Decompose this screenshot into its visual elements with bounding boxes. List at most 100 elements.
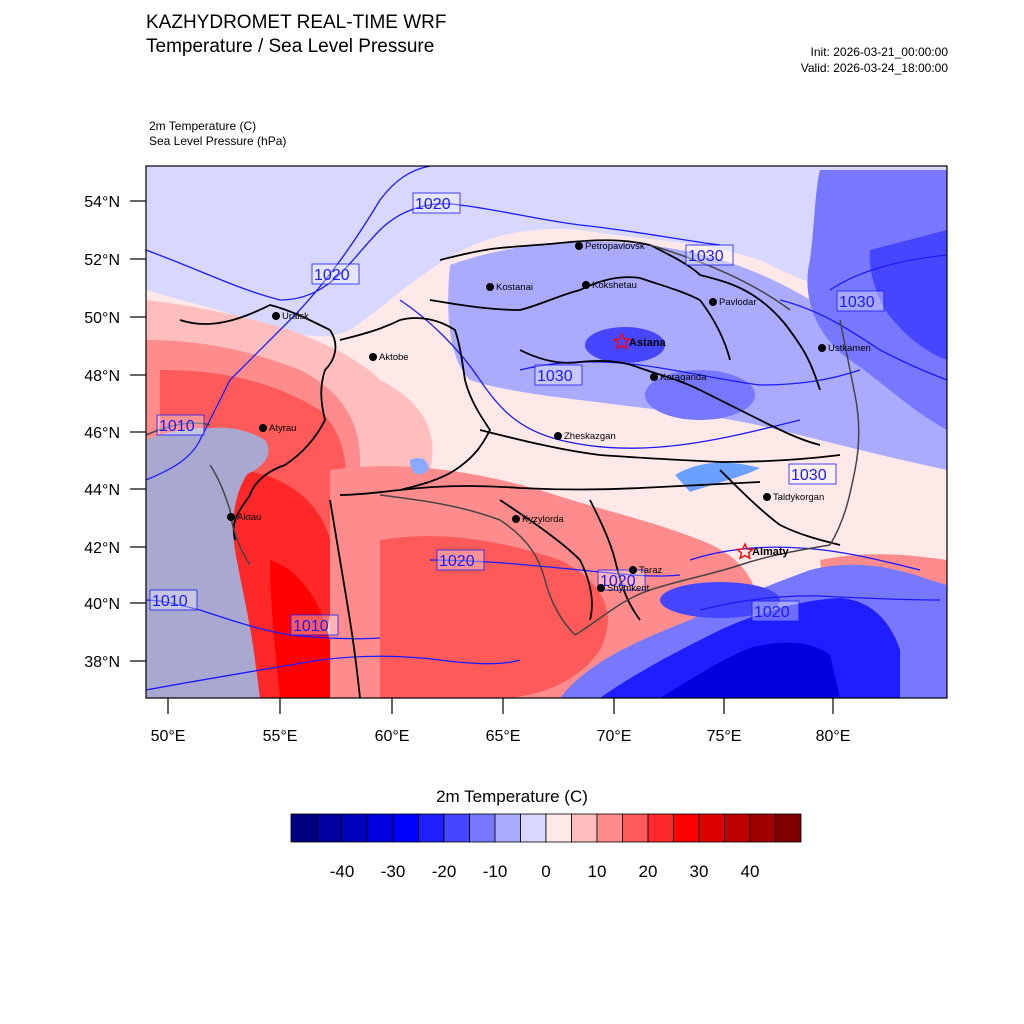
- capital-star-almaty: [735, 542, 755, 560]
- isobar-label: 1010: [159, 418, 195, 435]
- city-marker-atyrau: [259, 424, 267, 432]
- city-label-kokshetau: Kokshetau: [592, 280, 637, 291]
- colorbar-swatch: [341, 813, 368, 843]
- temperature-field: [146, 166, 947, 698]
- isobar-label: 1020: [439, 553, 475, 570]
- isobar-label: 1020: [415, 196, 451, 213]
- city-marker-uralsk: [272, 312, 280, 320]
- colorbar-tick-label: -40: [330, 862, 355, 881]
- colorbar-tick-label: 20: [639, 862, 658, 881]
- init-time-label: Init: 2026-03-21_00:00:00: [810, 45, 948, 59]
- city-markers: Petropavlovsk Kostanai Kokshetau Pavloda…: [227, 241, 871, 594]
- lon-label-60: 60°E: [375, 728, 410, 745]
- colorbar-swatch: [418, 813, 445, 843]
- isobar-label: 1020: [600, 573, 636, 590]
- lat-ticks: [130, 200, 146, 662]
- colorbar-swatch: [571, 813, 598, 843]
- city-marker-petropavlovsk: [575, 242, 583, 250]
- lon-label-70: 70°E: [597, 728, 632, 745]
- colorbar-swatch: [290, 813, 317, 843]
- isobar-label: 1030: [537, 368, 573, 385]
- city-label-kyzylorda: Kyzylorda: [522, 514, 564, 525]
- city-label-pavlodar: Pavlodar: [719, 297, 757, 308]
- colorbar-tick-label: 0: [541, 862, 550, 881]
- lon-label-80: 80°E: [816, 728, 851, 745]
- city-marker-karaganda: [650, 373, 658, 381]
- colorbar-swatch: [622, 813, 649, 843]
- city-label-aktobe: Aktobe: [379, 352, 409, 363]
- colorbar-swatch: [775, 813, 802, 843]
- city-label-taraz: Taraz: [639, 565, 662, 576]
- city-label-astana: Astana: [629, 337, 667, 349]
- colorbar-swatch: [647, 813, 674, 843]
- lat-label-52: 52°N: [84, 252, 120, 269]
- city-label-shymkent: Shymkent: [607, 583, 650, 594]
- field-label-pressure: Sea Level Pressure (hPa): [149, 134, 287, 148]
- isobar-label: 1010: [152, 593, 188, 610]
- colorbar-tick-label: 10: [588, 862, 607, 881]
- lon-label-50: 50°E: [151, 728, 186, 745]
- lon-ticks: [167, 698, 834, 714]
- city-marker-zheskazgan: [554, 432, 562, 440]
- colorbar-swatch: [392, 813, 419, 843]
- city-marker-kokshetau: [582, 281, 590, 289]
- colorbar-swatch: [749, 813, 776, 843]
- lon-label-75: 75°E: [707, 728, 742, 745]
- colorbar-swatch: [724, 813, 751, 843]
- city-label-uralsk: Uralsk: [282, 311, 309, 322]
- colorbar-title: 2m Temperature (C): [436, 787, 588, 806]
- colorbar-swatch: [367, 813, 394, 843]
- city-marker-kostanai: [486, 283, 494, 291]
- city-marker-pavlodar: [709, 298, 717, 306]
- city-label-kostanai: Kostanai: [496, 282, 533, 293]
- field-label-temperature: 2m Temperature (C): [149, 119, 257, 133]
- colorbar: -40 -30 -20 -10 0 10 20 30 40: [290, 813, 802, 881]
- lon-label-65: 65°E: [486, 728, 521, 745]
- isobar-label: 1030: [839, 294, 875, 311]
- lat-label-44: 44°N: [84, 482, 120, 499]
- colorbar-swatch: [545, 813, 572, 843]
- isobar-label: 1030: [791, 467, 827, 484]
- city-label-almaty: Almaty: [752, 546, 790, 558]
- colorbar-tick-label: -10: [483, 862, 508, 881]
- city-label-atyrau: Atyrau: [269, 423, 296, 434]
- city-label-aktau: Aktau: [237, 512, 261, 523]
- isobar-label: 1020: [314, 267, 350, 284]
- colorbar-tick-label: 30: [690, 862, 709, 881]
- colorbar-swatch: [494, 813, 521, 843]
- province-borders: [179, 239, 841, 699]
- title-line1: KAZHYDROMET REAL-TIME WRF: [146, 12, 447, 33]
- city-label-ustkamen: Ustkamen: [828, 343, 871, 354]
- city-marker-aktau: [227, 513, 235, 521]
- colorbar-swatch: [443, 813, 470, 843]
- city-label-zheskazgan: Zheskazgan: [564, 431, 616, 442]
- city-marker-ustkamen: [818, 344, 826, 352]
- lat-label-42: 42°N: [84, 540, 120, 557]
- lat-label-38: 38°N: [84, 654, 120, 671]
- city-marker-kyzylorda: [512, 515, 520, 523]
- lat-labels: 54°N 52°N 50°N 48°N 46°N 44°N 42°N 40°N …: [84, 194, 120, 671]
- colorbar-tick-label: 40: [741, 862, 760, 881]
- lat-label-48: 48°N: [84, 368, 120, 385]
- colorbar-swatch: [596, 813, 623, 843]
- isobar-label: 1010: [293, 618, 329, 635]
- isobar-label: 1030: [688, 248, 724, 265]
- city-label-karaganda: Karaganda: [660, 372, 707, 383]
- lat-label-50: 50°N: [84, 310, 120, 327]
- valid-time-label: Valid: 2026-03-24_18:00:00: [800, 61, 948, 75]
- colorbar-swatch: [698, 813, 725, 843]
- colorbar-tick-label: -20: [432, 862, 457, 881]
- colorbar-swatch: [520, 813, 547, 843]
- colorbar-swatch: [673, 813, 700, 843]
- isobar-label-group: 1020 1020 1030 1030 1030 1010 1030 1020 …: [149, 192, 885, 636]
- city-marker-taraz: [629, 566, 637, 574]
- isobar-label: 1020: [754, 604, 790, 621]
- lat-label-54: 54°N: [84, 194, 120, 211]
- lat-label-46: 46°N: [84, 425, 120, 442]
- lon-label-55: 55°E: [263, 728, 298, 745]
- city-label-petropavlovsk: Petropavlovsk: [585, 241, 645, 252]
- colorbar-swatch: [316, 813, 343, 843]
- capital-star-astana: [612, 332, 632, 350]
- national-border: [145, 244, 860, 636]
- colorbar-swatch: [469, 813, 496, 843]
